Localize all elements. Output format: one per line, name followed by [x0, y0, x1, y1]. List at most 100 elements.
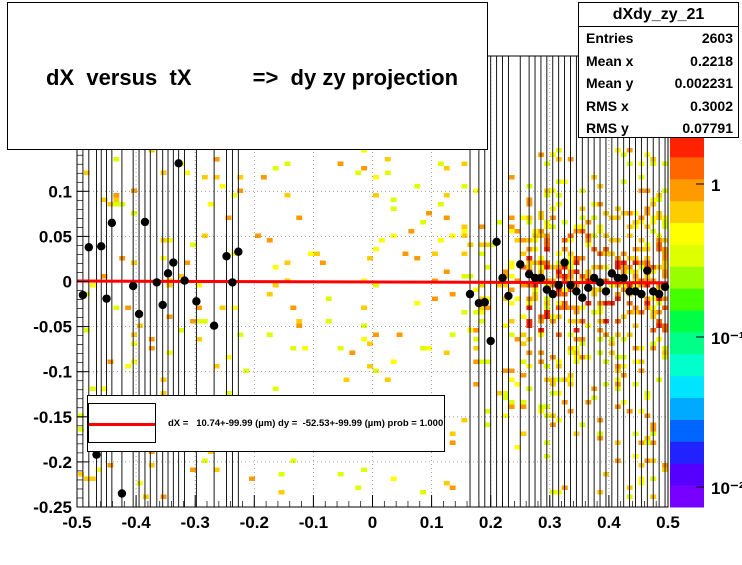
- x-tick-label: 0: [368, 513, 377, 532]
- heatmap-cell: [148, 337, 155, 342]
- stats-row-mean-x: Mean x 0.2218: [579, 50, 738, 73]
- x-tick-label: 0.2: [479, 513, 503, 532]
- data-point: [589, 273, 599, 283]
- heatmap-cell: [190, 242, 196, 247]
- heatmap-cell: [508, 265, 515, 270]
- heatmap-cell: [508, 287, 515, 292]
- heatmap-cell: [420, 490, 427, 495]
- heatmap-cell: [89, 283, 96, 288]
- heatmap-cell: [514, 238, 521, 243]
- heatmap-cell: [473, 382, 480, 387]
- x-tick-label: -0.5: [62, 513, 91, 532]
- legend-fit-line: [89, 423, 155, 426]
- heatmap-cell: [201, 319, 208, 324]
- heatmap-cell: [213, 157, 220, 162]
- heatmap-cell: [414, 301, 421, 306]
- heatmap-cell: [343, 377, 350, 382]
- data-point: [625, 287, 634, 296]
- heatmap-cell: [502, 413, 509, 418]
- palette-segment: [670, 244, 704, 267]
- heatmap-cell: [485, 359, 491, 364]
- heatmap-cell: [384, 157, 391, 162]
- heatmap-cell: [508, 301, 515, 306]
- stats-value: 0.2218: [690, 52, 733, 69]
- heatmap-cell: [373, 283, 379, 288]
- x-tick-label: 0.5: [656, 513, 680, 532]
- heatmap-cell: [284, 193, 291, 198]
- palette-segment: [670, 463, 704, 486]
- heatmap-cell: [420, 220, 427, 225]
- data-point: [480, 298, 489, 307]
- heatmap-cell: [131, 332, 137, 337]
- heatmap-cell: [514, 445, 521, 450]
- data-point: [654, 289, 664, 299]
- heatmap-cell: [314, 251, 320, 256]
- heatmap-cell: [231, 305, 238, 310]
- stats-label: RMS x: [586, 97, 629, 114]
- heatmap-cell: [361, 467, 368, 472]
- heatmap-cell: [485, 296, 491, 301]
- heatmap-cell: [125, 364, 132, 369]
- heatmap-cell: [390, 233, 397, 238]
- heatmap-cell: [260, 175, 267, 180]
- heatmap-cell: [355, 485, 362, 490]
- heatmap-cell: [502, 368, 509, 373]
- heatmap-cell: [83, 476, 90, 481]
- palette-tick-label: 10⁻¹: [711, 329, 742, 348]
- heatmap-cell: [160, 391, 167, 396]
- heatmap-cell: [337, 346, 344, 351]
- heatmap-cell: [107, 202, 114, 207]
- heatmap-cell: [131, 211, 137, 216]
- legend-box: dX = 10.74+-99.99 (µm) dy = -52.53+-99.9…: [87, 395, 445, 452]
- heatmap-cell: [160, 170, 167, 175]
- stats-row-entries: Entries 2603: [579, 27, 738, 50]
- heatmap-cell: [190, 467, 196, 472]
- data-point: [128, 281, 138, 291]
- heatmap-cell: [101, 386, 108, 391]
- title-box: dX versus tX => dy zy projection: [7, 2, 488, 150]
- heatmap-cell: [266, 238, 273, 243]
- data-point: [530, 273, 540, 283]
- heatmap-cell: [508, 229, 515, 234]
- heatmap-cell: [367, 256, 373, 261]
- heatmap-cell: [485, 242, 491, 247]
- plot-title: dX versus tX => dy zy projection: [46, 65, 459, 90]
- heatmap-cell: [361, 305, 368, 310]
- heatmap-cell: [131, 359, 137, 364]
- data-point: [228, 278, 237, 287]
- heatmap-cell: [255, 233, 261, 238]
- heatmap-cell: [479, 296, 486, 301]
- heatmap-cell: [508, 377, 515, 382]
- stats-name: dXdy_zy_21: [579, 3, 738, 27]
- y-tick-label: -0.25: [33, 498, 72, 517]
- heatmap-cell: [437, 238, 444, 243]
- y-tick-label: 0.1: [48, 182, 72, 201]
- heatmap-cell: [361, 337, 368, 342]
- data-point: [140, 217, 150, 227]
- heatmap-cell: [449, 332, 456, 337]
- legend-marker: [88, 403, 156, 443]
- y-tick-label: -0.05: [33, 318, 72, 337]
- heatmap-cell: [514, 296, 521, 301]
- heatmap-cell: [325, 296, 332, 301]
- heatmap-cell: [196, 305, 202, 310]
- stats-value: 0.07791: [682, 120, 733, 136]
- palette-segment: [670, 397, 704, 420]
- heatmap-cell: [148, 463, 155, 468]
- heatmap-cell: [125, 305, 132, 310]
- heatmap-cell: [479, 242, 486, 247]
- heatmap-cell: [266, 332, 273, 337]
- heatmap-cell: [225, 391, 232, 396]
- heatmap-cell: [473, 346, 480, 351]
- heatmap-cell: [508, 368, 515, 373]
- stats-value: 0.002231: [674, 75, 733, 91]
- heatmap-cell: [325, 319, 332, 324]
- heatmap-cell: [308, 251, 314, 256]
- heatmap-cell: [508, 215, 515, 220]
- heatmap-cell: [83, 328, 90, 333]
- heatmap-cell: [485, 305, 491, 310]
- data-point: [536, 273, 546, 283]
- heatmap-cell: [520, 404, 527, 409]
- heatmap-cell: [461, 251, 468, 256]
- heatmap-cell: [373, 175, 379, 180]
